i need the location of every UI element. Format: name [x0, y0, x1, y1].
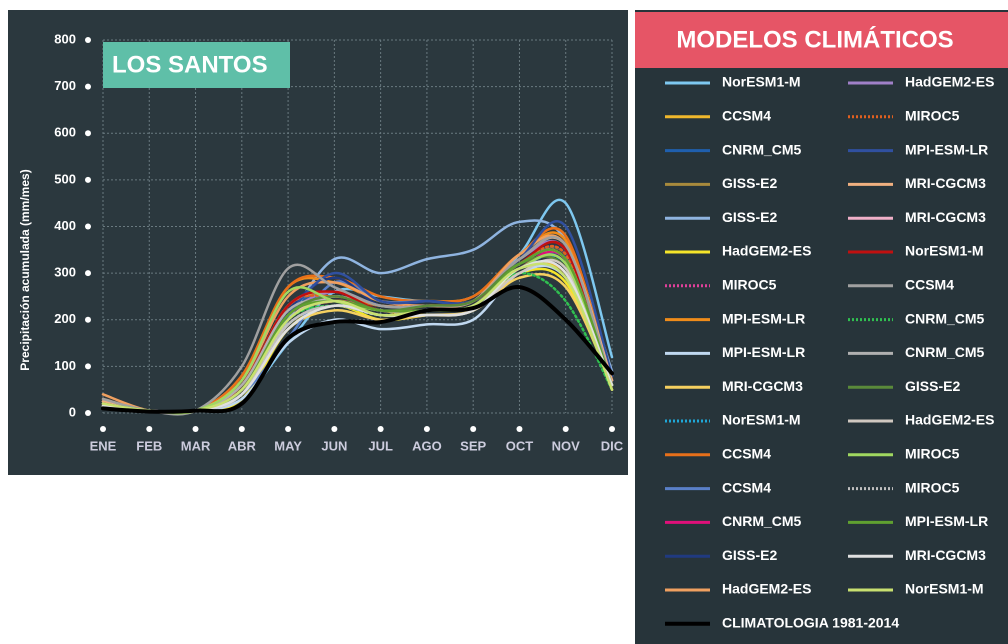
legend-label: MRI-CGCM3 — [905, 547, 986, 563]
x-tick-dot — [470, 426, 477, 432]
legend-label: MRI-CGCM3 — [905, 209, 986, 225]
x-tick-label: MAR — [181, 438, 211, 453]
x-tick-dot — [100, 426, 106, 432]
series-line — [101, 244, 614, 415]
legend-title: MODELOS CLIMÁTICOS — [676, 25, 953, 53]
legend-label: CNRM_CM5 — [905, 310, 985, 326]
tick-dot — [85, 37, 91, 43]
legend-label: HadGEM2-ES — [722, 243, 811, 259]
x-tick-label: AGO — [412, 438, 442, 453]
x-tick-label: DIC — [601, 438, 624, 453]
y-tick-label: 200 — [54, 311, 76, 326]
y-tick-label: 600 — [54, 125, 76, 140]
legend-label: CCSM4 — [722, 108, 771, 124]
y-tick-label: 300 — [54, 265, 76, 280]
legend-label: MIROC5 — [905, 108, 960, 124]
legend-label: GISS-E2 — [722, 209, 777, 225]
series-line — [101, 285, 614, 414]
legend-label: GISS-E2 — [722, 175, 777, 191]
tick-dot — [85, 223, 91, 230]
legend-label: CLIMATOLOGIA 1981-2014 — [722, 615, 899, 631]
legend-header — [635, 12, 1008, 68]
tick-dot — [85, 130, 91, 137]
legend-label: CCSM4 — [722, 446, 771, 462]
legend-label: MIROC5 — [905, 446, 960, 462]
y-tick-label: 500 — [54, 171, 76, 186]
legend-label: HadGEM2-ES — [722, 581, 811, 597]
x-tick-dot — [285, 426, 292, 432]
x-tick-dot — [331, 426, 338, 432]
tick-dot — [85, 83, 91, 90]
legend-label: HadGEM2-ES — [905, 412, 994, 428]
legend-label: CNRM_CM5 — [722, 513, 802, 529]
y-tick-label: 400 — [54, 218, 76, 233]
x-tick-dot — [516, 426, 523, 432]
legend-label: CNRM_CM5 — [722, 141, 802, 157]
legend-label: MIROC5 — [722, 277, 777, 293]
x-tick-label: ENE — [90, 438, 117, 453]
x-tick-label: NOV — [552, 438, 581, 453]
legend-label: NorESM1-M — [905, 581, 984, 597]
legend-label: MPI-ESM-LR — [722, 344, 805, 360]
legend-label: CNRM_CM5 — [905, 344, 985, 360]
legend-label: NorESM1-M — [905, 243, 984, 259]
legend-label: HadGEM2-ES — [905, 74, 994, 90]
legend-label: MRI-CGCM3 — [905, 175, 986, 191]
legend-label: GISS-E2 — [905, 378, 960, 394]
legend-label: MPI-ESM-LR — [905, 513, 988, 529]
tick-dot — [85, 270, 91, 277]
y-axis-label: Precipitación acumulada (mm/mes) — [18, 169, 32, 370]
y-tick-label: 100 — [54, 358, 76, 373]
legend-label: MRI-CGCM3 — [722, 378, 803, 394]
legend-label: MIROC5 — [905, 479, 960, 495]
legend-label: CCSM4 — [905, 277, 954, 293]
x-tick-dot — [146, 426, 153, 432]
legend-label: CCSM4 — [722, 479, 771, 495]
x-tick-label: FEB — [136, 438, 162, 453]
legend-label: NorESM1-M — [722, 74, 801, 90]
tick-dot — [85, 316, 91, 323]
x-tick-label: JUL — [368, 438, 393, 453]
tick-dot — [85, 363, 91, 370]
tick-dot — [85, 410, 91, 416]
legend-label: GISS-E2 — [722, 547, 777, 563]
x-tick-label: OCT — [506, 438, 534, 453]
legend-label: NorESM1-M — [722, 412, 801, 428]
x-tick-label: ABR — [228, 438, 257, 453]
y-tick-label: 700 — [54, 78, 76, 93]
x-tick-dot — [423, 426, 430, 432]
x-tick-dot — [192, 426, 199, 432]
x-tick-dot — [609, 426, 615, 432]
x-tick-label: JUN — [321, 438, 347, 453]
y-tick-label: 800 — [54, 31, 76, 46]
tick-dot — [85, 176, 91, 183]
legend-label: MPI-ESM-LR — [722, 310, 805, 326]
chart-title: LOS SANTOS — [112, 51, 268, 78]
title-box — [103, 42, 290, 88]
x-tick-dot — [238, 426, 245, 432]
x-tick-dot — [562, 426, 569, 432]
legend-label: MPI-ESM-LR — [905, 141, 988, 157]
x-tick-label: MAY — [274, 438, 302, 453]
x-tick-label: SEP — [460, 438, 486, 453]
x-tick-dot — [377, 426, 384, 432]
y-tick-label: 0 — [69, 404, 76, 419]
